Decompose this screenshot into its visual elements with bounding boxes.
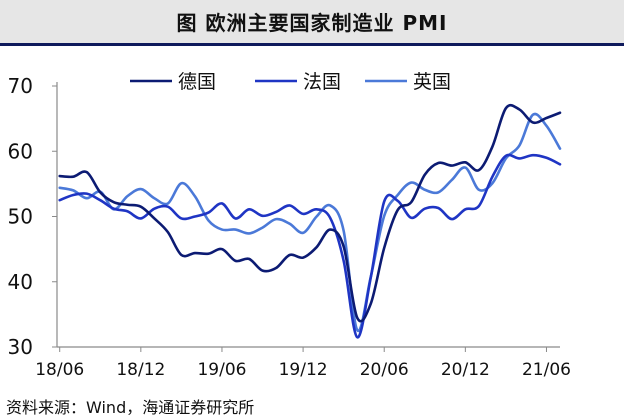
y-tick-label: 60 xyxy=(8,139,33,163)
legend-item-france: 法国 xyxy=(255,71,341,93)
legend-label: 英国 xyxy=(413,71,451,93)
x-tick-label: 20/06 xyxy=(360,360,409,380)
chart-axes: 30 40 50 60 70 18/06 18/12 19/06 19/12 20/06 20/12… xyxy=(8,74,571,380)
y-tick-label: 30 xyxy=(8,335,33,359)
source-text: Wind，海通证券研究所 xyxy=(86,398,255,417)
legend: 德国 法国 英国 xyxy=(130,71,451,93)
source-label: 资料来源： xyxy=(6,398,87,417)
y-tick-label: 50 xyxy=(8,205,33,229)
y-tick-label: 40 xyxy=(8,270,33,294)
legend-item-germany: 德国 xyxy=(130,71,216,93)
y-tick-label: 70 xyxy=(8,74,33,98)
x-tick-label: 18/06 xyxy=(35,360,84,380)
legend-label: 法国 xyxy=(303,71,341,93)
x-tick-label: 20/12 xyxy=(441,360,490,380)
pmi-line-chart: 30 40 50 60 70 18/06 18/12 19/06 19/12 20/06 20/12… xyxy=(8,71,571,380)
legend-item-uk: 英国 xyxy=(365,71,451,93)
x-tick-label: 21/06 xyxy=(522,360,571,380)
series-line-germany xyxy=(58,103,562,323)
x-tick-label: 19/12 xyxy=(279,360,328,380)
x-tick-label: 19/06 xyxy=(197,360,246,380)
series-layer xyxy=(58,103,562,339)
chart-title: 图 欧洲主要国家制造业 PMI xyxy=(0,0,624,46)
series-line-uk xyxy=(58,112,562,333)
source-note: 资料来源： Wind，海通证券研究所 xyxy=(6,394,254,418)
x-tick-label: 18/12 xyxy=(116,360,165,380)
series-line-france xyxy=(58,153,562,339)
legend-label: 德国 xyxy=(178,71,216,93)
